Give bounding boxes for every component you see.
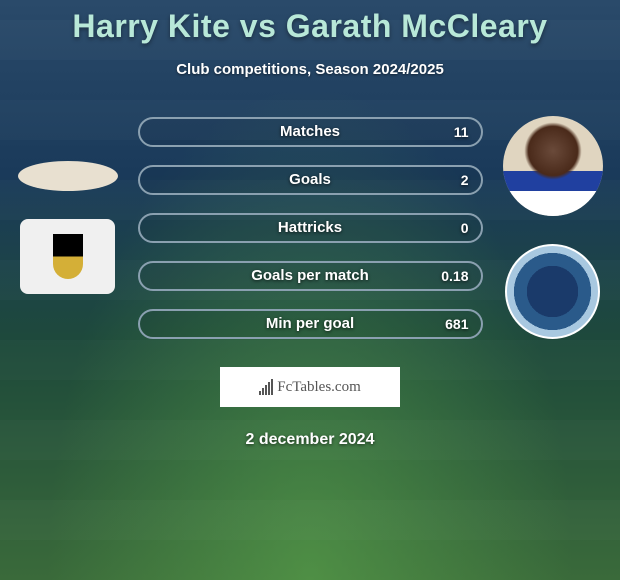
stat-bar-hattricks: Hattricks 0 <box>138 213 483 243</box>
stat-bar-min-per-goal: Min per goal 681 <box>138 309 483 339</box>
player-avatar-right <box>503 116 603 216</box>
club-badge-right <box>505 244 600 339</box>
right-side <box>493 116 613 339</box>
player-photo-placeholder <box>503 116 603 216</box>
player-avatar-left <box>18 161 118 191</box>
page-title: Harry Kite vs Garath McCleary <box>0 8 620 45</box>
chart-icon <box>259 379 273 395</box>
stat-value-right: 0.18 <box>441 268 468 284</box>
stat-label: Matches <box>280 123 340 140</box>
stat-bar-matches: Matches 11 <box>138 117 483 147</box>
stat-value-right: 2 <box>461 172 469 188</box>
stat-value-right: 681 <box>445 316 468 332</box>
left-side <box>8 161 128 294</box>
stat-value-right: 11 <box>454 124 469 140</box>
club-badge-left <box>20 219 115 294</box>
comparison-row: Matches 11 Goals 2 Hattricks 0 Goals per… <box>0 116 620 339</box>
subtitle: Club competitions, Season 2024/2025 <box>0 61 620 78</box>
date-text: 2 december 2024 <box>0 431 620 449</box>
stat-label: Min per goal <box>266 315 354 332</box>
stat-label: Goals <box>289 171 331 188</box>
content-wrapper: Harry Kite vs Garath McCleary Club compe… <box>0 0 620 449</box>
brand-text: FcTables.com <box>277 379 361 396</box>
stat-label: Hattricks <box>278 219 342 236</box>
stat-bar-goals-per-match: Goals per match 0.18 <box>138 261 483 291</box>
brand-logo: FcTables.com <box>220 367 400 407</box>
stat-label: Goals per match <box>251 267 369 284</box>
stats-column: Matches 11 Goals 2 Hattricks 0 Goals per… <box>138 117 483 339</box>
stat-bar-goals: Goals 2 <box>138 165 483 195</box>
stat-value-right: 0 <box>461 220 469 236</box>
